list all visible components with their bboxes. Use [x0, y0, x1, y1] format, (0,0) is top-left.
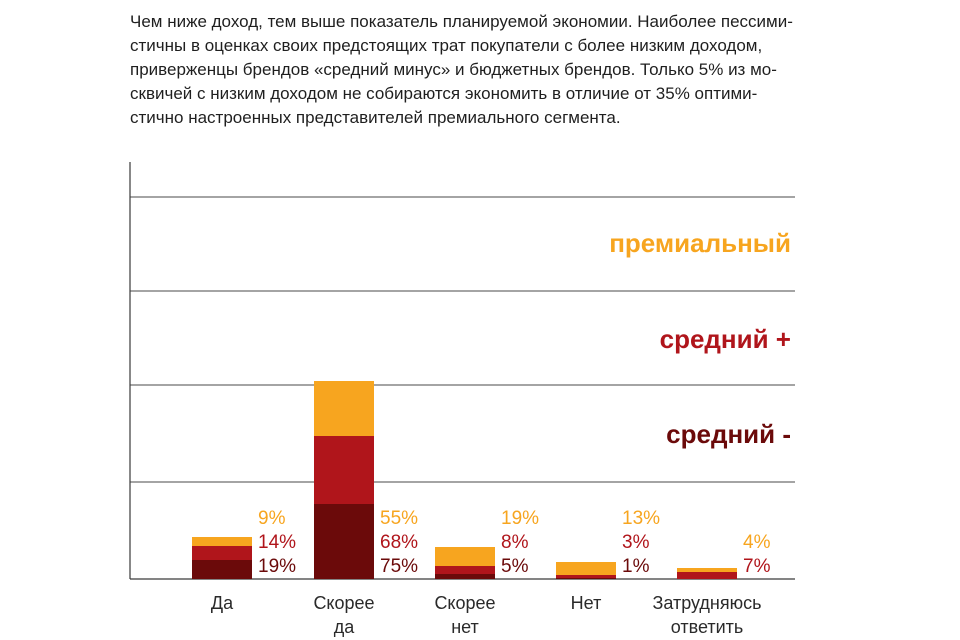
bar-segment	[192, 546, 252, 560]
intro-line: приверженцы брендов «средний минус» и бю…	[130, 60, 777, 79]
bar-segment	[556, 562, 616, 575]
x-tick-label: ответить	[671, 617, 744, 637]
intro-line: стично настроенных представителей премиа…	[130, 108, 621, 127]
data-label: 19%	[501, 508, 539, 529]
bar-segment	[314, 436, 374, 504]
bar-segment	[435, 574, 495, 579]
x-tick-label: да	[334, 617, 356, 637]
bar-segment	[192, 560, 252, 579]
data-label: 9%	[258, 508, 286, 529]
bar-segment	[435, 547, 495, 566]
data-label: 19%	[258, 556, 296, 577]
bar-segment	[556, 575, 616, 578]
data-label: 7%	[743, 556, 771, 577]
bar-segment	[314, 504, 374, 579]
intro-line: Чем ниже доход, тем выше показатель план…	[130, 12, 793, 31]
legend-entry: премиальный	[609, 228, 791, 258]
bar-segment	[677, 568, 737, 572]
intro-line: сквичей с низким доходом не собираются э…	[130, 84, 758, 103]
legend-entry: средний -	[666, 419, 791, 449]
bar-segment	[192, 537, 252, 546]
data-label: 75%	[380, 556, 418, 577]
data-label: 1%	[622, 556, 650, 577]
intro-text: Чем ниже доход, тем выше показатель план…	[130, 10, 850, 130]
legend-entry: средний +	[660, 324, 791, 354]
bar-segment	[556, 578, 616, 579]
bar-segment	[677, 572, 737, 579]
x-tick-label: Скорее	[313, 593, 374, 613]
data-label: 5%	[501, 556, 529, 577]
bar-segment	[314, 381, 374, 436]
x-tick-label: Скорее	[434, 593, 495, 613]
data-label: 68%	[380, 532, 418, 553]
data-label: 4%	[743, 532, 771, 553]
bar-segment	[435, 566, 495, 574]
x-tick-label: нет	[451, 617, 479, 637]
data-label: 13%	[622, 508, 660, 529]
data-label: 3%	[622, 532, 650, 553]
x-tick-label: Затрудняюсь	[652, 593, 761, 613]
data-label: 14%	[258, 532, 296, 553]
data-label: 55%	[380, 508, 418, 529]
intro-line: стичны в оценках своих предстоящих трат …	[130, 36, 763, 55]
x-tick-label: Да	[211, 593, 234, 613]
x-tick-label: Нет	[571, 593, 602, 613]
data-label: 8%	[501, 532, 529, 553]
